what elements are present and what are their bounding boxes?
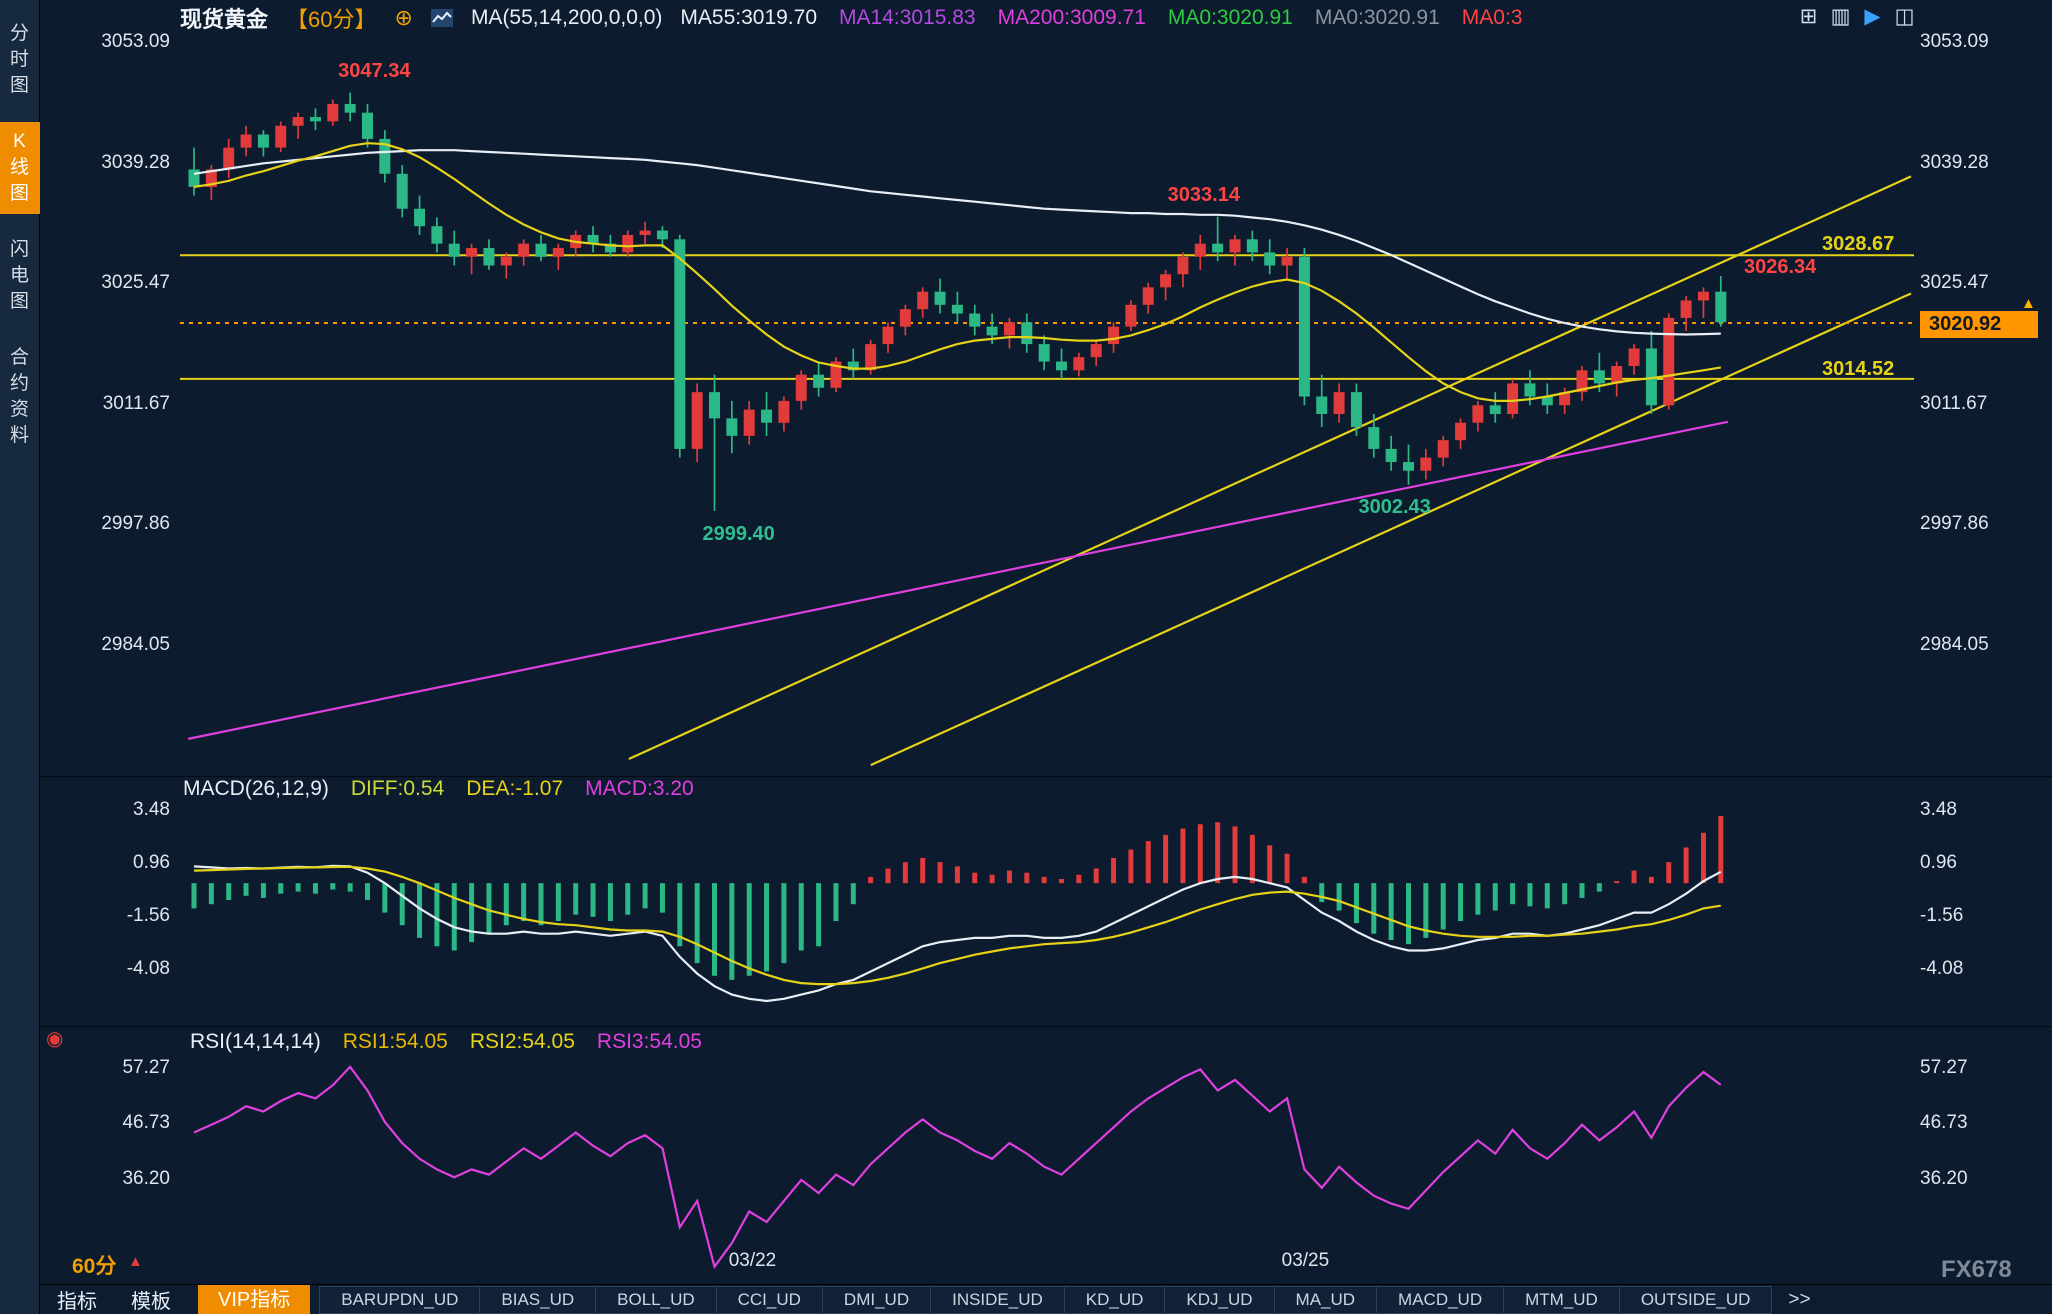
indicator-tab-outside_ud[interactable]: OUTSIDE_UD <box>1618 1285 1773 1314</box>
symbol-name: 现货黄金 <box>180 7 269 32</box>
rsi1-value: RSI1:54.05 <box>342 1030 448 1053</box>
rsi3-value: RSI3:54.05 <box>596 1030 702 1053</box>
add-indicator-icon[interactable]: ⊕ <box>394 5 413 30</box>
ma-legend-item-1: MA14:3015.83 <box>839 6 976 29</box>
timeframe-up-arrow-icon[interactable]: ▲ <box>128 1253 143 1270</box>
grid-layout-icon[interactable]: ▥ <box>1830 5 1851 28</box>
panel-separator <box>40 776 2052 777</box>
fx678-watermark: FX678 <box>1941 1256 2012 1283</box>
panel-separator <box>40 1026 2052 1027</box>
ma-legend: MA55:3019.70 MA14:3015.83 MA200:3009.71 MA0… <box>680 6 1522 30</box>
dual-layout-icon[interactable]: ◫ <box>1894 5 1915 28</box>
rsi-indicator-title: RSI(14,14,14) RSI1:54.05 RSI2:54.05 RSI3… <box>190 1030 702 1054</box>
current-price-box: 3020.92 <box>1920 310 2038 338</box>
ma-legend-item-5: MA0:3 <box>1461 6 1523 29</box>
vip-indicators-tab[interactable]: VIP指标 <box>198 1284 311 1314</box>
toolbar-menu-templates[interactable]: 模板 <box>131 1291 171 1313</box>
price-up-arrow-icon: ▲ <box>2021 294 2036 312</box>
sidebar-tab-tick-chart[interactable]: 闪电图 <box>9 239 29 312</box>
toolbar-menu-indicators[interactable]: 指标 <box>57 1291 97 1313</box>
indicator-tab-boll_ud[interactable]: BOLL_UD <box>595 1285 717 1314</box>
indicator-tab-barupdn_ud[interactable]: BARUPDN_UD <box>319 1285 481 1314</box>
ma-legend-item-4: MA0:3020.91 <box>1314 6 1440 29</box>
macd-indicator-title: MACD(26,12,9) DIFF:0.54 DEA:-1.07 MACD:3… <box>183 777 694 801</box>
macd-params: MACD(26,12,9) <box>183 777 329 800</box>
indicator-tab-dmi_ud[interactable]: DMI_UD <box>821 1285 932 1314</box>
indicator-tab-mtm_ud[interactable]: MTM_UD <box>1503 1285 1620 1314</box>
rsi2-value: RSI2:54.05 <box>469 1030 575 1053</box>
indicator-tab-kd_ud[interactable]: KD_UD <box>1063 1285 1166 1314</box>
macd-diff-value: DIFF:0.54 <box>350 777 445 800</box>
record-dot-icon[interactable]: ◉ <box>46 1028 64 1050</box>
ma-legend-item-0: MA55:3019.70 <box>680 6 817 29</box>
chart-header: 现货黄金 【60分】 ⊕ MA(55,14,200,0,0,0) MA55:30… <box>40 0 2052 36</box>
indicator-tab-ma_ud[interactable]: MA_UD <box>1273 1285 1378 1314</box>
macd-dea-value: DEA:-1.07 <box>466 777 564 800</box>
ma-legend-item-3: MA0:3020.91 <box>1167 6 1293 29</box>
timeframe-label[interactable]: 60分 <box>72 1255 117 1278</box>
indicator-toolbar: 指标 模板 VIP指标 BARUPDN_UD BIAS_UD BOLL_UD CCI_U… <box>40 1284 2052 1314</box>
mini-chart-icon[interactable] <box>430 9 453 27</box>
indicator-tab-kdj_ud[interactable]: KDJ_UD <box>1164 1285 1275 1314</box>
rsi-params: RSI(14,14,14) <box>190 1030 321 1053</box>
indicator-tab-cci_ud[interactable]: CCI_UD <box>715 1285 823 1314</box>
indicator-tabs: BARUPDN_UD BIAS_UD BOLL_UD CCI_UD DMI_UD INSI… <box>319 1285 1773 1314</box>
window-layout-icons: ⊞ ▥ ▶ ◫ <box>1796 3 1917 31</box>
indicator-tab-inside_ud[interactable]: INSIDE_UD <box>930 1285 1065 1314</box>
indicator-tab-bias_ud[interactable]: BIAS_UD <box>479 1285 597 1314</box>
active-chart-icon[interactable]: ▶ <box>1864 5 1881 28</box>
sidebar-tab-contract-info[interactable]: 合约资料 <box>9 347 29 446</box>
sidebar-tab-time-chart[interactable]: 分时图 <box>9 23 29 96</box>
ma-legend-item-2: MA200:3009.71 <box>997 6 1146 29</box>
toolbar-menu: 指标 模板 <box>40 1285 188 1314</box>
more-tabs-button[interactable]: >> <box>1788 1288 1811 1310</box>
ma-settings-label: MA(55,14,200,0,0,0) <box>470 6 663 29</box>
macd-macd-value: MACD:3.20 <box>585 777 694 800</box>
indicator-tab-macd_ud[interactable]: MACD_UD <box>1376 1285 1505 1314</box>
period-label: 【60分】 <box>286 7 377 32</box>
quad-layout-icon[interactable]: ⊞ <box>1799 5 1818 28</box>
